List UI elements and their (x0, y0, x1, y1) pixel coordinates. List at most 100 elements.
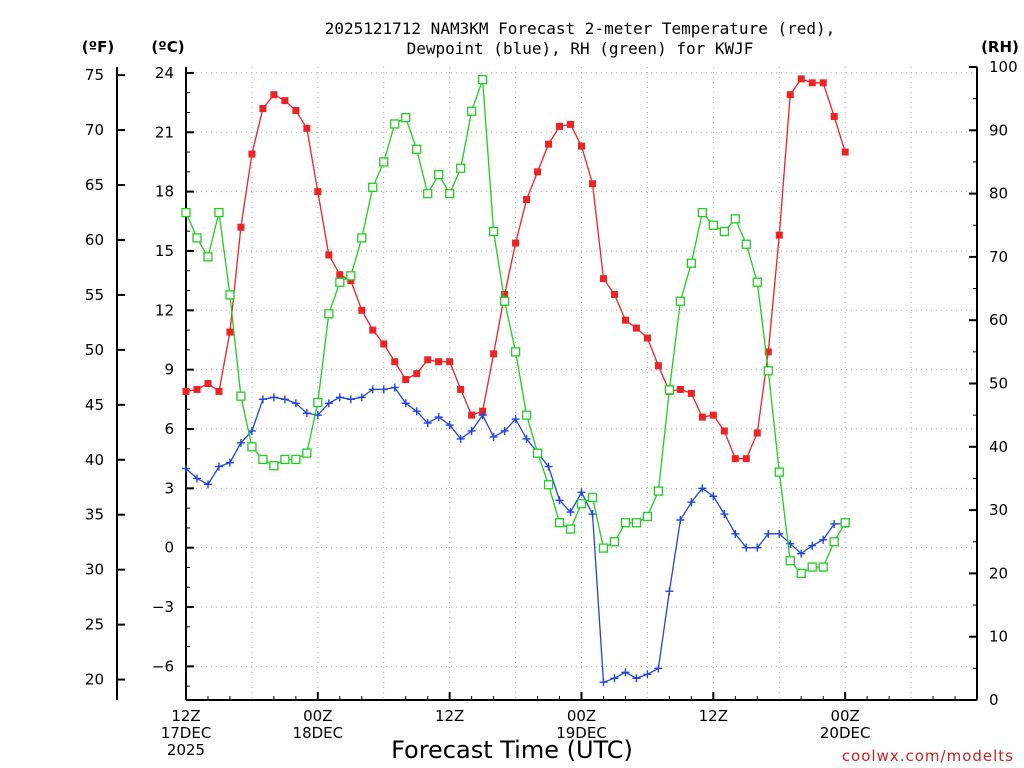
rh-point (510, 347, 521, 357)
celsius-tick-label: −3 (152, 598, 174, 616)
rh-point (214, 207, 224, 218)
tick-labels: 24211815129630−3−67570656055504540353025… (85, 58, 1018, 759)
rh-tick-label: 80 (989, 185, 1008, 203)
rh-point (774, 467, 784, 477)
temperature-point (512, 239, 520, 247)
x-tick-label: 12Z (171, 707, 200, 725)
dewpoint-point (390, 383, 399, 392)
dewpoint-point (676, 515, 685, 524)
fahrenheit-tick-label: 20 (85, 671, 104, 689)
rh-point (192, 233, 202, 243)
dewpoint-point (566, 508, 575, 517)
dewpoint-point (599, 678, 608, 687)
rh-axis-label: (RH) (981, 38, 1019, 56)
dewpoint-point (731, 529, 740, 538)
fahrenheit-tick-label: 55 (85, 286, 104, 304)
temperature-point (643, 334, 651, 342)
dewpoint-point (423, 419, 432, 428)
rh-point (280, 454, 290, 465)
rh-point (225, 290, 235, 300)
rh-tick-label: 70 (989, 248, 1008, 266)
temperature-point (281, 97, 289, 105)
rh-point (379, 157, 389, 167)
dewpoint-point (830, 519, 839, 528)
x-tick-label: 18DEC (293, 724, 344, 742)
rh-point (313, 397, 323, 408)
rh-point (576, 499, 587, 509)
dewpoint-point (588, 510, 597, 519)
rh-point (664, 385, 675, 395)
rh-point (642, 511, 653, 522)
dewpoint-point (346, 395, 355, 404)
temperature-point (775, 231, 783, 239)
dewpoint-point (214, 462, 223, 471)
dewpoint-point (280, 395, 289, 404)
dewpoint-point (247, 426, 256, 435)
temperature-point (380, 340, 388, 348)
rh-point (423, 188, 433, 199)
rh-point (752, 277, 762, 287)
temperature-point (237, 223, 245, 231)
celsius-tick-label: 9 (164, 361, 174, 379)
x-tick-label: 17DEC (161, 724, 212, 742)
x-tick-label: 19DEC (556, 724, 607, 742)
rh-point (181, 207, 191, 218)
grid-lines (186, 67, 977, 700)
dewpoint-point (489, 432, 498, 441)
rh-point (302, 448, 312, 458)
rh-point (620, 518, 631, 528)
temperature-point (654, 362, 662, 370)
rh-tick-label: 90 (989, 121, 1008, 139)
temperature-point (567, 120, 575, 128)
celsius-tick-label: 12 (155, 301, 174, 319)
rh-point (357, 233, 367, 243)
dewpoint-point (775, 529, 784, 538)
series-group (181, 75, 850, 687)
x-tick-label: 00Z (830, 707, 859, 725)
rh-point (236, 391, 246, 401)
temperature-point (808, 79, 816, 87)
temperature-point (534, 168, 542, 176)
rh-point (708, 220, 718, 230)
celsius-tick-label: −6 (152, 657, 174, 675)
dewpoint-point (632, 674, 641, 683)
dewpoint-point (236, 438, 245, 447)
temperature-point (270, 91, 278, 99)
temperature-point (753, 429, 761, 437)
x-tick-label: 00Z (303, 707, 332, 725)
rh-point (445, 188, 455, 199)
temperature-point (204, 380, 212, 387)
celsius-tick-label: 15 (155, 242, 174, 260)
temperature-point (193, 385, 201, 393)
temperature-point (621, 316, 629, 324)
dewpoint-point (555, 496, 564, 505)
rh-point (543, 480, 554, 490)
dewpoint-point (445, 421, 454, 430)
x-tick-label: 2025 (167, 741, 205, 759)
rh-point (807, 562, 817, 572)
rh-point (697, 207, 707, 218)
dewpoint-point (687, 498, 696, 507)
temperature-point (610, 290, 618, 298)
temperature-point (402, 376, 410, 384)
temperature-point (248, 150, 256, 158)
rh-point (247, 442, 257, 452)
temperature-point (523, 196, 531, 204)
temperature-point (819, 79, 827, 87)
fahrenheit-tick-label: 70 (85, 121, 104, 139)
dewpoint-point (412, 407, 421, 416)
rh-point (796, 568, 806, 579)
dewpoint-point (819, 535, 828, 544)
temperature-point (841, 148, 849, 156)
temperature-point (457, 385, 465, 393)
rh-point (532, 448, 543, 458)
dewpoint-point (643, 670, 652, 679)
dewpoint-point (401, 399, 410, 408)
temperature-point (325, 251, 333, 259)
temperature-point (501, 290, 509, 298)
rh-point (631, 518, 642, 528)
temperature-point (435, 358, 443, 366)
rh-point (521, 410, 532, 420)
rh-point (818, 562, 828, 572)
